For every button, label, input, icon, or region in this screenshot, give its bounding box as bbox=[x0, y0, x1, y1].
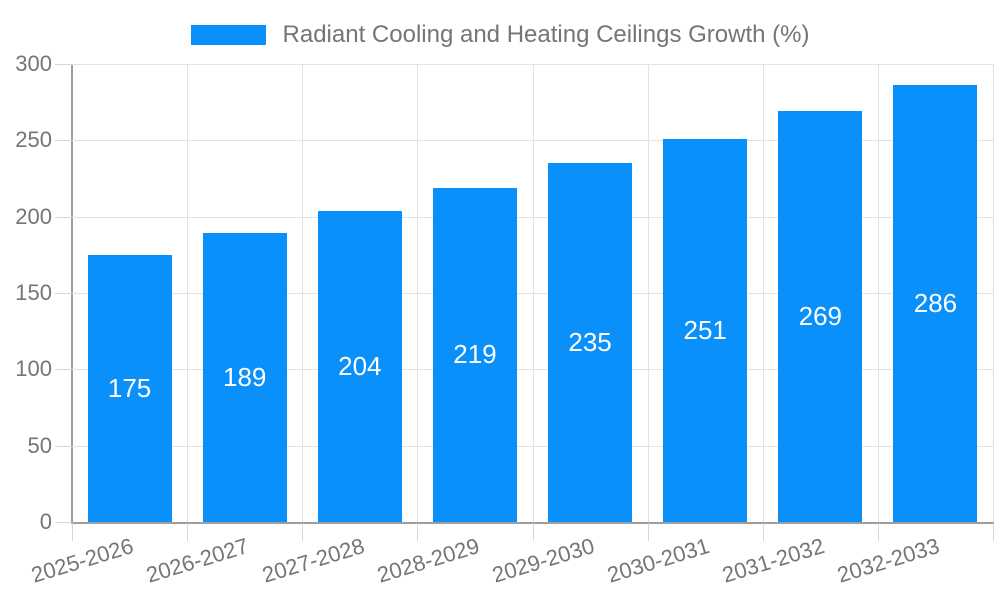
bar[interactable]: 219 bbox=[432, 187, 517, 522]
x-gridline bbox=[302, 64, 304, 522]
y-tick bbox=[55, 216, 72, 218]
y-tick bbox=[55, 293, 72, 294]
bar-value-label: 175 bbox=[107, 372, 152, 403]
bar[interactable]: 175 bbox=[87, 254, 172, 522]
x-gridline bbox=[417, 64, 419, 522]
x-tick bbox=[187, 523, 189, 541]
x-axis-label: 2030-2031 bbox=[604, 533, 713, 588]
x-tick bbox=[72, 523, 73, 541]
bar[interactable]: 189 bbox=[202, 233, 287, 522]
legend-swatch bbox=[190, 25, 266, 45]
y-tick bbox=[55, 522, 72, 523]
x-gridline bbox=[993, 64, 994, 522]
bar-value-label: 269 bbox=[798, 301, 842, 332]
y-tick-label: 250 bbox=[15, 127, 52, 153]
x-tick bbox=[417, 523, 419, 541]
y-tick-label: 150 bbox=[15, 280, 52, 305]
x-tick bbox=[877, 523, 879, 541]
x-tick bbox=[532, 523, 534, 541]
bar[interactable]: 251 bbox=[663, 138, 748, 522]
x-gridline bbox=[532, 64, 534, 522]
x-axis-label: 2031-2032 bbox=[719, 533, 828, 588]
x-axis-label: 2025-2026 bbox=[28, 533, 137, 588]
y-tick-label: 0 bbox=[39, 509, 52, 534]
bar[interactable]: 269 bbox=[778, 111, 863, 522]
x-axis-label: 2028-2029 bbox=[374, 533, 482, 588]
bar-value-label: 189 bbox=[222, 362, 267, 393]
x-tick bbox=[993, 523, 994, 541]
x-tick bbox=[302, 523, 304, 541]
x-tick bbox=[762, 523, 764, 541]
y-axis-line bbox=[71, 64, 73, 524]
bar-value-label: 286 bbox=[913, 288, 958, 319]
y-tick-label: 100 bbox=[15, 356, 52, 382]
x-axis-label: 2027-2028 bbox=[258, 533, 367, 588]
bar-value-label: 251 bbox=[683, 314, 727, 345]
bar[interactable]: 286 bbox=[893, 85, 978, 522]
y-tick bbox=[55, 140, 72, 142]
bar[interactable]: 204 bbox=[317, 210, 402, 522]
x-axis-label: 2026-2027 bbox=[143, 533, 252, 588]
y-tick-label: 50 bbox=[27, 432, 52, 458]
legend-label: Radiant Cooling and Heating Ceilings Gro… bbox=[282, 21, 810, 48]
y-tick-label: 300 bbox=[15, 51, 52, 76]
bar-value-label: 219 bbox=[453, 339, 497, 370]
x-gridline bbox=[187, 64, 189, 522]
y-tick-label: 200 bbox=[15, 203, 52, 229]
legend[interactable]: Radiant Cooling and Heating Ceilings Gro… bbox=[0, 21, 1000, 49]
y-tick bbox=[55, 445, 72, 447]
x-gridline bbox=[762, 64, 764, 522]
y-tick bbox=[55, 64, 72, 65]
x-gridline bbox=[647, 64, 649, 522]
y-tick bbox=[55, 369, 72, 371]
bar-value-label: 204 bbox=[338, 350, 382, 381]
bar-value-label: 235 bbox=[568, 327, 612, 358]
x-axis-label: 2032-2033 bbox=[834, 533, 943, 588]
x-tick bbox=[647, 523, 649, 541]
x-gridline bbox=[877, 64, 879, 522]
x-axis-label: 2029-2030 bbox=[489, 533, 598, 588]
bar[interactable]: 235 bbox=[548, 163, 633, 522]
